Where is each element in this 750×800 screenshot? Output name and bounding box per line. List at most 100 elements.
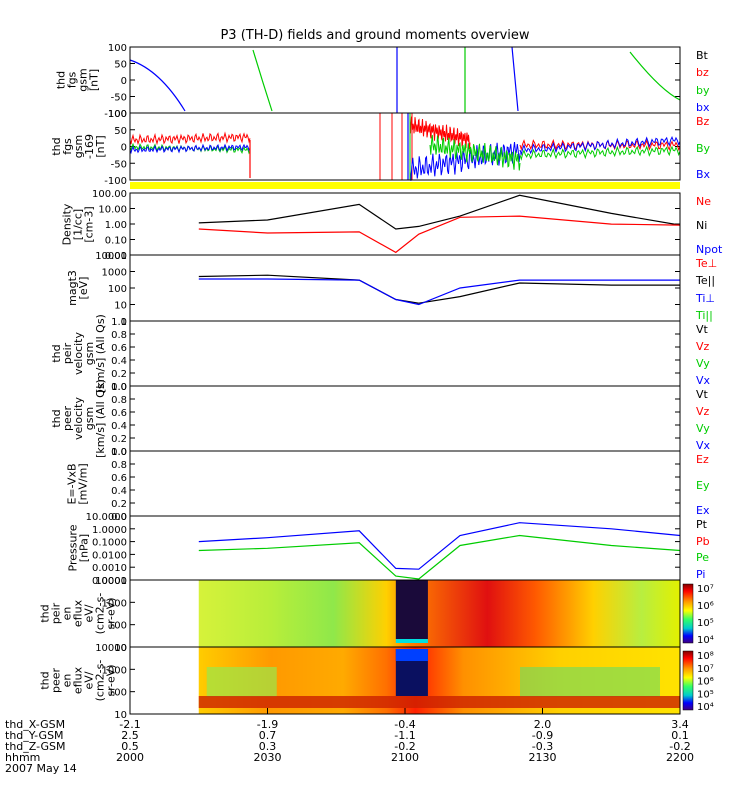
panel-frame bbox=[129, 450, 681, 517]
ephemeris-footer: thd_X-GSM -2.1 -1.9 -0.4 2.0 3.4 thd_Y-GSM 2.5 0… bbox=[0, 718, 750, 778]
ephemeris-value: -0.2 bbox=[394, 740, 416, 753]
y-tick-label: 10000 bbox=[95, 576, 127, 587]
legend-entry: Vt bbox=[696, 323, 708, 336]
y-axis-label: thd fgs gsm [nT] bbox=[55, 47, 101, 113]
ion-spectrogram-dropout bbox=[395, 580, 428, 639]
y-tick-label: 50 bbox=[114, 126, 127, 137]
ephemeris-value: 0.1 bbox=[671, 729, 689, 742]
Bz-trace-b bbox=[409, 116, 471, 150]
y-tick-label: 0.6 bbox=[111, 473, 127, 484]
panel-frame bbox=[129, 254, 681, 322]
y-axis-label: magt3 [eV] bbox=[58, 255, 98, 321]
legend-entry: Ex bbox=[696, 504, 710, 517]
panel-frame bbox=[129, 320, 681, 387]
y-tick-label: 1.0 bbox=[111, 317, 127, 328]
colorbar bbox=[682, 650, 694, 711]
colorbar-label: 10⁷ bbox=[697, 584, 714, 595]
y-axis-label-text: thd peer en eflux eV/(cm2-s-sr-eV) bbox=[39, 660, 118, 702]
y-axis-label-line: sr-eV) bbox=[104, 597, 118, 630]
y-axis-label-text: magt3 [eV] bbox=[66, 270, 90, 306]
y-tick-label: 0.0100 bbox=[92, 550, 127, 561]
ephemeris-value: -0.9 bbox=[531, 729, 554, 742]
y-tick-label: 0 bbox=[121, 143, 127, 154]
y-axis-label-line: [km/s] (All Qs) bbox=[93, 379, 107, 458]
y-axis-label-line: [mV/m] bbox=[77, 462, 90, 505]
colorbar-label: 10⁵ bbox=[697, 618, 714, 629]
colorbar-label: 10⁴ bbox=[697, 702, 714, 713]
series-line bbox=[198, 522, 681, 570]
legend-entry: Te⊥ bbox=[696, 257, 718, 270]
electron-spectrogram-lowband bbox=[198, 696, 680, 708]
y-axis-label-line: gsm bbox=[82, 406, 96, 431]
y-axis-label-text: thd fgs gsm -169 [nT] bbox=[49, 134, 107, 159]
Bz-trace-a bbox=[129, 131, 251, 146]
legend-entry: Ne bbox=[696, 195, 711, 208]
ephemeris-value: 0.5 bbox=[121, 740, 139, 753]
by-curve-2 bbox=[629, 51, 681, 101]
y-tick-label: 0.6 bbox=[111, 408, 127, 419]
y-tick-label: 0.6 bbox=[111, 343, 127, 354]
ephemeris-value: 2030 bbox=[253, 751, 282, 764]
electron-spectrogram-patch bbox=[520, 667, 660, 697]
legend-entry: Vz bbox=[696, 405, 710, 418]
y-tick-label: -100 bbox=[104, 176, 127, 187]
electron-spectrogram-band bbox=[395, 649, 428, 661]
y-tick-label: 0.0 bbox=[111, 382, 127, 393]
legend-entry: Vt bbox=[696, 388, 708, 401]
y-tick-label: 0.0 bbox=[111, 447, 127, 458]
y-axis-label-line: [nT] bbox=[93, 135, 107, 158]
legend-entry: By bbox=[696, 141, 711, 155]
colorbar-label: 10⁴ bbox=[697, 635, 714, 646]
legend-entry: Ti⊥ bbox=[696, 291, 716, 305]
series-line bbox=[198, 194, 681, 230]
y-axis-label-line: velocity bbox=[71, 397, 85, 440]
y-tick-label: 100 bbox=[108, 284, 127, 295]
colorbar-label: 10⁵ bbox=[697, 689, 714, 700]
panel-frame bbox=[129, 385, 681, 452]
bx-curve-2 bbox=[511, 46, 519, 112]
y-tick-label: 0.2 bbox=[111, 434, 127, 445]
By-trace-b bbox=[429, 135, 521, 171]
legend-entry: Bx bbox=[696, 168, 711, 181]
legend-entry: Pi bbox=[696, 568, 706, 581]
y-tick-label: 10 bbox=[114, 710, 127, 721]
ephemeris-value: -0.2 bbox=[669, 740, 691, 753]
y-axis-label-text: E=-VxB [mV/m] bbox=[66, 462, 90, 505]
y-axis-label-text: Pressure [nPa] bbox=[66, 524, 90, 572]
legend-entry: Npot bbox=[696, 243, 723, 256]
y-tick-label: 1.0000 bbox=[92, 525, 127, 536]
chart-title: P3 (TH-D) fields and ground moments over… bbox=[220, 28, 530, 43]
ephemeris-value: -2.1 bbox=[119, 718, 141, 731]
y-tick-label: 0.4 bbox=[111, 486, 127, 497]
y-tick-label: 1.0 bbox=[111, 447, 127, 458]
y-axis-label-line: peer bbox=[60, 405, 74, 432]
y-axis-label-line: fgs bbox=[60, 138, 74, 155]
By-trace-c bbox=[519, 145, 681, 161]
y-axis-label-line: Pressure bbox=[66, 524, 80, 572]
y-tick-label: 1.00 bbox=[105, 220, 127, 231]
y-tick-label: 10 bbox=[114, 301, 127, 312]
y-axis-label-text: thd peer velocity gsm [km/s] (All Qs) bbox=[49, 379, 107, 458]
series-line bbox=[198, 278, 680, 306]
ephemeris-value: 0.7 bbox=[258, 729, 277, 742]
y-axis-label: Pressure [nPa] bbox=[58, 516, 98, 580]
panel-frame bbox=[129, 46, 681, 114]
y-axis-label-line: thd bbox=[49, 409, 63, 428]
y-tick-label: 0.2 bbox=[111, 499, 127, 510]
legend-entry: bx bbox=[696, 101, 710, 114]
ephemeris-row-name: thd_Y-GSM bbox=[5, 729, 64, 742]
y-tick-label: 0.0 bbox=[111, 512, 127, 523]
y-axis-label: thd fgs gsm -169 [nT] bbox=[50, 113, 107, 180]
y-axis-label: Density [1/cc] [cm-3] bbox=[58, 193, 98, 255]
y-axis-label-line: thd bbox=[49, 137, 63, 156]
legend-entry: Ni bbox=[696, 219, 708, 232]
legend-entry: Pb bbox=[696, 534, 710, 548]
y-tick-label: 10.00 bbox=[98, 205, 127, 216]
y-axis-label: thd peir en eflux eV/(cm2-s-sr-eV) bbox=[39, 580, 118, 647]
legend-entry: Bz bbox=[696, 115, 710, 128]
y-axis-label-text: thd peir en eflux eV/(cm2-s-sr-eV) bbox=[39, 593, 118, 635]
y-tick-label: 100 bbox=[108, 621, 127, 632]
y-tick-label: 100 bbox=[108, 688, 127, 699]
y-tick-label: 1000 bbox=[102, 665, 127, 676]
